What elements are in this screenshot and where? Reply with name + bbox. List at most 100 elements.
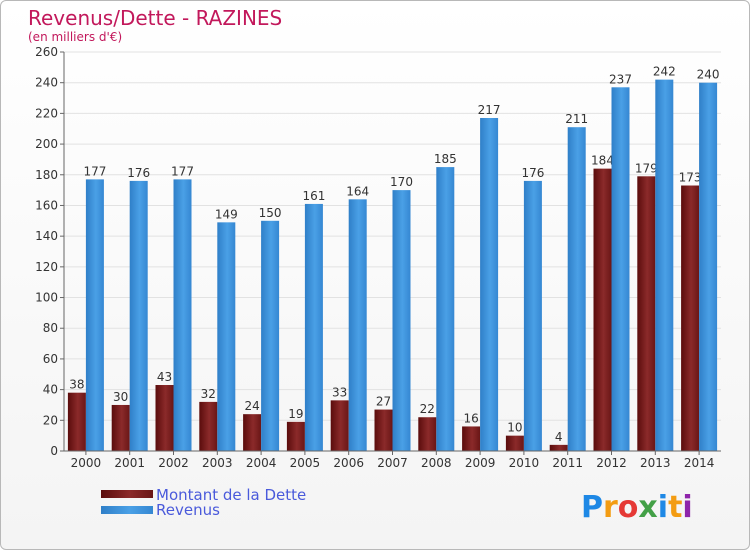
data-label-revenus: 177 [171,164,194,178]
bar-revenus [261,220,280,451]
data-label-dette: 32 [201,387,216,401]
y-tick-label: 200 [35,137,58,151]
data-label-revenus: 161 [302,189,325,203]
data-label-revenus: 240 [697,68,720,82]
bar-revenus [392,190,411,451]
x-tick-label: 2000 [71,456,102,470]
legend-label-revenus: Revenus [156,501,220,519]
x-tick-label: 2004 [246,456,277,470]
x-tick-label: 2014 [684,456,715,470]
bar-dette [681,185,700,451]
bar-revenus [436,167,455,451]
bar-dette [199,401,218,451]
chart-subtitle: (en milliers d'€) [28,30,122,44]
data-label-dette: 184 [591,154,614,168]
data-label-dette: 24 [244,399,259,413]
data-label-dette: 10 [507,421,522,435]
y-tick-label: 180 [35,168,58,182]
data-label-dette: 38 [69,378,84,392]
bar-dette [593,168,612,451]
data-label-dette: 173 [679,171,702,185]
bars-group: 3817730176431773214924150191613316427170… [67,65,720,452]
bar-revenus [611,87,630,452]
data-label-revenus: 176 [521,166,544,180]
bar-dette [243,414,262,451]
y-tick-label: 240 [35,76,58,90]
legend: Montant de la Dette Revenus [101,486,306,519]
data-label-dette: 16 [463,411,478,425]
data-label-revenus: 177 [83,164,106,178]
bar-revenus [348,199,367,451]
y-tick-label: 260 [35,45,58,59]
bar-revenus [655,79,674,451]
bar-revenus [173,179,192,451]
x-tick-label: 2011 [552,456,583,470]
x-tick-label: 2013 [640,456,671,470]
bar-dette [505,435,524,451]
y-tick-label: 60 [43,352,58,366]
y-tick-label: 100 [35,291,58,305]
bar-revenus [567,127,586,451]
chart-title: Revenus/Dette - RAZINES [28,6,282,30]
y-tick-label: 80 [43,321,58,335]
bar-revenus [480,117,499,451]
y-tick-label: 220 [35,106,58,120]
bar-revenus [217,222,236,451]
x-tick-label: 2012 [596,456,627,470]
legend-swatch-dette [101,490,153,498]
data-label-dette: 4 [555,430,563,444]
bar-revenus [699,82,718,451]
x-tick-label: 2002 [158,456,189,470]
data-label-revenus: 149 [215,207,238,221]
x-tick-label: 2003 [202,456,233,470]
x-tick-label: 2007 [377,456,408,470]
y-tick-label: 0 [50,444,58,458]
data-label-dette: 22 [420,402,435,416]
bar-dette [286,421,305,451]
x-tick-label: 2006 [333,456,364,470]
legend-swatch-revenus [101,506,153,514]
bar-dette [462,426,481,451]
data-label-revenus: 211 [565,112,588,126]
bar-dette [549,444,568,451]
x-tick-label: 2009 [465,456,496,470]
bar-dette [374,409,393,451]
bar-revenus [523,180,542,451]
data-label-revenus: 164 [346,184,369,198]
bar-dette [67,392,86,451]
y-tick-label: 20 [43,413,58,427]
y-tick-label: 140 [35,229,58,243]
x-tick-label: 2001 [114,456,145,470]
data-label-revenus: 176 [127,166,150,180]
x-tick-label: 2010 [509,456,540,470]
data-label-revenus: 242 [653,65,676,79]
y-tick-label: 40 [43,383,58,397]
bar-dette [418,417,437,451]
data-label-revenus: 170 [390,175,413,189]
bar-dette [155,385,174,451]
x-axis: 2000 2001 2002 2003 2004 2005 2006 2007 2008 2009… [64,450,721,470]
legend-label-dette: Montant de la Dette [156,486,306,504]
bar-dette [330,400,349,451]
data-label-dette: 19 [288,407,303,421]
data-label-dette: 179 [635,161,658,175]
data-label-revenus: 217 [478,103,501,117]
data-label-dette: 43 [157,370,172,384]
proxiti-logo-text: Proxiti [581,490,693,525]
x-tick-label: 2005 [290,456,321,470]
y-tick-label: 160 [35,198,58,212]
x-tick-label: 2008 [421,456,452,470]
bar-dette [111,404,130,451]
y-axis: 0 20 40 60 80 100 120 140 160 180 200 220 240 260 [35,45,65,458]
y-tick-label: 120 [35,260,58,274]
data-label-revenus: 150 [259,206,282,220]
data-label-revenus: 185 [434,152,457,166]
data-label-dette: 33 [332,385,347,399]
bar-revenus [304,203,323,451]
data-label-dette: 30 [113,390,128,404]
data-label-dette: 27 [376,395,391,409]
bar-revenus [85,179,104,451]
data-label-revenus: 237 [609,72,632,86]
bar-revenus [129,180,148,451]
